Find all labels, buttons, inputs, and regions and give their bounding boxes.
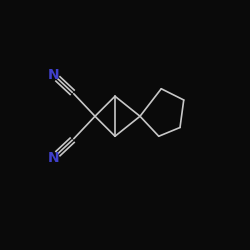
Text: N: N (48, 150, 60, 164)
Text: N: N (48, 68, 60, 82)
